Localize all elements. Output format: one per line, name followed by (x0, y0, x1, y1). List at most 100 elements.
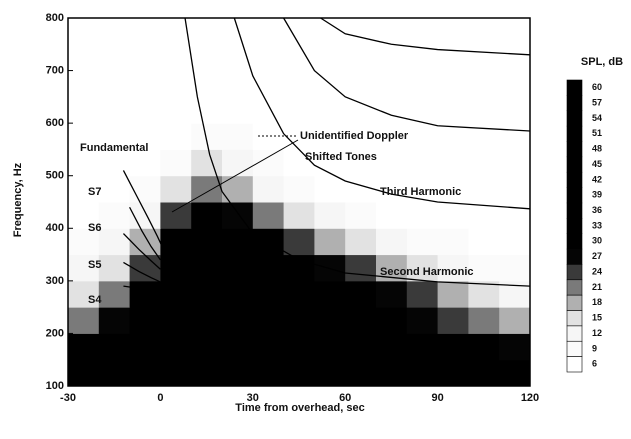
colorbar-cell (566, 340, 583, 357)
heat-cell (252, 18, 285, 45)
y-tick-label: 500 (46, 170, 64, 182)
heat-cell (468, 228, 500, 256)
heat-cell (129, 44, 161, 72)
heat-cell (376, 228, 408, 256)
heat-cell (314, 123, 346, 150)
colorbar-cell (566, 141, 583, 158)
heat-cell (191, 44, 223, 72)
heat-cell (499, 44, 531, 72)
heat-cell (191, 202, 223, 229)
heat-cell (160, 175, 192, 203)
heat-cell (222, 70, 254, 98)
curve (320, 17, 531, 56)
heat-cell (468, 307, 500, 334)
curve (122, 170, 165, 250)
heat-cell (314, 228, 346, 256)
heat-cell (376, 44, 408, 72)
heat-cell (68, 359, 100, 387)
colorbar-cell (566, 125, 583, 142)
heat-cell (129, 280, 161, 308)
heat-cell (468, 359, 500, 387)
heat-cell (437, 175, 469, 203)
heat-cell (283, 254, 315, 282)
heat-cell (68, 96, 100, 124)
heat-cell (160, 44, 192, 72)
heat-cell (499, 359, 531, 387)
heat-cell (314, 149, 346, 177)
heat-cell (98, 333, 131, 361)
heat-cell (376, 123, 408, 150)
heat-cell (68, 228, 100, 256)
heat-cell (252, 307, 285, 334)
colorbar-cell (566, 325, 583, 342)
curve (122, 233, 161, 270)
heat-cell (252, 333, 285, 361)
colorbar-title: SPL, dB (581, 56, 623, 68)
heat-cell (191, 228, 223, 256)
heat-cell (406, 359, 439, 387)
heat-cell (314, 307, 346, 334)
colorbar-cell (566, 264, 583, 281)
heat-cell (191, 18, 223, 45)
colorbar-cell (566, 187, 583, 204)
heat-cell (406, 96, 439, 124)
heat-cell (98, 70, 131, 98)
heat-cell (345, 228, 377, 256)
heat-cell (129, 228, 161, 256)
colorbar-cell (566, 79, 583, 96)
colorbar-tick-label: 48 (592, 144, 602, 154)
heat-cell (129, 202, 161, 229)
heat-cell (222, 18, 254, 45)
heat-cell (437, 359, 469, 387)
heat-cell (222, 228, 254, 256)
heat-cell (406, 202, 439, 229)
heat-cell (406, 149, 439, 177)
colorbar-tick-label: 12 (592, 328, 602, 338)
heat-cell (98, 149, 131, 177)
heat-cell (252, 254, 285, 282)
heat-cell (345, 333, 377, 361)
heat-cell (222, 280, 254, 308)
curve (123, 261, 161, 283)
heat-cell (222, 44, 254, 72)
heat-cell (68, 254, 100, 282)
heat-cell (160, 254, 192, 282)
heat-cell (314, 202, 346, 229)
colorbar-tick-label: 21 (592, 282, 602, 292)
heat-cell (376, 96, 408, 124)
colorbar-cell (566, 356, 583, 373)
colorbar-tick-label: 39 (592, 190, 602, 200)
heat-cell (437, 307, 469, 334)
heat-cell (437, 96, 469, 124)
curve-label: Second Harmonic (380, 266, 474, 278)
heat-cell (68, 307, 100, 334)
heat-cell (499, 149, 531, 177)
colorbar-cell (566, 218, 583, 234)
annotation: Unidentified Doppler (300, 130, 409, 142)
heat-cell (160, 228, 192, 256)
heat-cell (499, 123, 531, 150)
heat-cell (345, 202, 377, 229)
colorbar-tick-label: 33 (592, 220, 602, 230)
heat-cell (252, 44, 285, 72)
colorbar-cell (566, 233, 583, 250)
heat-cell (129, 254, 161, 282)
colorbar-tick-label: 51 (592, 128, 602, 138)
heat-cell (406, 228, 439, 256)
heat-cell (406, 280, 439, 308)
heat-cell (437, 333, 469, 361)
heat-cell (376, 202, 408, 229)
heat-cell (283, 18, 315, 45)
heat-cell (437, 202, 469, 229)
colorbar-tick-label: 9 (592, 343, 597, 353)
heat-cell (129, 123, 161, 150)
heat-cell (252, 280, 285, 308)
heat-cell (499, 18, 531, 45)
heat-cell (499, 70, 531, 98)
heat-cell (499, 96, 531, 124)
heat-cell (345, 254, 377, 282)
heat-cell (468, 44, 500, 72)
colorbar-tick-label: 15 (592, 313, 602, 323)
heat-cell (283, 96, 315, 124)
heat-cell (499, 254, 531, 282)
